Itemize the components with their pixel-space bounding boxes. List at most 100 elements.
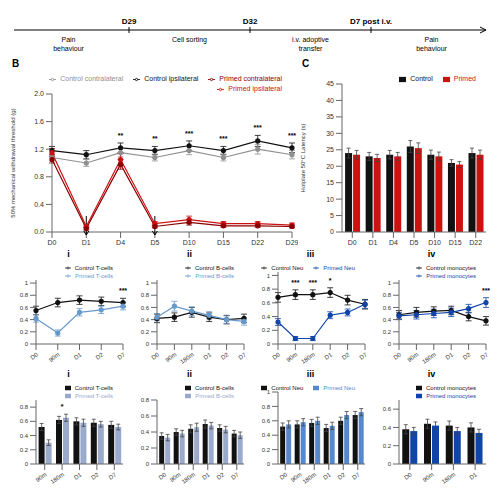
svg-text:D2: D2 — [95, 351, 105, 361]
svg-text:0.4: 0.4 — [262, 432, 271, 438]
svg-text:D5: D5 — [150, 239, 159, 246]
svg-text:D1: D1 — [323, 351, 333, 361]
svg-text:D1: D1 — [368, 239, 377, 246]
svg-text:10: 10 — [326, 196, 334, 203]
svg-text:D29: D29 — [286, 239, 298, 246]
svg-text:D4: D4 — [389, 239, 398, 246]
svg-text:D1: D1 — [202, 351, 212, 361]
svg-text:0.6: 0.6 — [262, 418, 271, 424]
svg-text:0: 0 — [25, 341, 29, 347]
svg-text:0.2: 0.2 — [20, 329, 29, 335]
svg-text:180m: 180m — [49, 471, 65, 485]
svg-text:D7: D7 — [230, 471, 240, 481]
svg-text:D2: D2 — [341, 351, 351, 361]
svg-text:D32: D32 — [243, 17, 258, 26]
svg-text:D1: D1 — [73, 471, 83, 481]
svg-text:D2: D2 — [462, 351, 472, 361]
svg-text:180m: 180m — [302, 471, 318, 485]
svg-text:***: *** — [185, 130, 193, 137]
svg-text:0.6: 0.6 — [262, 300, 271, 306]
svg-text:D0: D0 — [279, 471, 289, 481]
svg-text:0.6: 0.6 — [20, 305, 29, 311]
svg-text:i.v. adoptivetransfer: i.v. adoptivetransfer — [292, 36, 329, 52]
svg-text:D7: D7 — [237, 351, 247, 361]
svg-text:D1: D1 — [82, 239, 91, 246]
svg-text:D0: D0 — [348, 239, 357, 246]
svg-text:0.4: 0.4 — [383, 425, 392, 431]
svg-text:1: 1 — [388, 280, 392, 286]
svg-text:D7: D7 — [108, 471, 118, 481]
svg-text:15: 15 — [326, 179, 334, 186]
svg-text:0: 0 — [146, 341, 150, 347]
svg-text:Painbehaviour: Painbehaviour — [53, 36, 84, 52]
svg-text:0: 0 — [267, 461, 271, 467]
svg-text:0: 0 — [146, 461, 150, 467]
svg-text:90m: 90m — [35, 471, 48, 483]
svg-text:0.4: 0.4 — [20, 317, 29, 323]
svg-text:90m: 90m — [48, 351, 61, 363]
svg-text:0.2: 0.2 — [141, 445, 150, 451]
svg-text:D10: D10 — [183, 239, 196, 246]
svg-text:1.6: 1.6 — [34, 118, 44, 125]
svg-text:*: * — [61, 403, 64, 410]
svg-text:20: 20 — [326, 163, 334, 170]
svg-text:***: *** — [482, 287, 490, 294]
svg-text:90m: 90m — [164, 351, 177, 363]
svg-text:0.2: 0.2 — [141, 329, 150, 335]
svg-text:0.2: 0.2 — [262, 447, 271, 453]
svg-text:***: *** — [254, 124, 262, 131]
svg-text:D1: D1 — [201, 471, 211, 481]
svg-text:D4: D4 — [116, 239, 125, 246]
svg-text:D0: D0 — [29, 351, 39, 361]
svg-text:D0: D0 — [403, 471, 413, 481]
svg-text:0.6: 0.6 — [141, 413, 150, 419]
svg-text:D2: D2 — [90, 471, 100, 481]
svg-text:1: 1 — [267, 389, 271, 395]
svg-text:D7: D7 — [116, 351, 126, 361]
svg-text:1.2: 1.2 — [34, 146, 44, 153]
svg-text:D0: D0 — [158, 471, 168, 481]
svg-text:D15: D15 — [217, 239, 230, 246]
svg-text:1: 1 — [146, 280, 150, 286]
svg-text:D22: D22 — [469, 239, 482, 246]
svg-text:0.6: 0.6 — [20, 418, 29, 424]
svg-text:0.6: 0.6 — [383, 406, 392, 412]
svg-text:D1: D1 — [73, 351, 83, 361]
svg-text:D7: D7 — [358, 351, 368, 361]
svg-text:1: 1 — [25, 280, 29, 286]
svg-text:50% mechanical withdrawal thre: 50% mechanical withdrawal threshold (g) — [10, 108, 16, 217]
svg-text:D7: D7 — [479, 351, 489, 361]
svg-text:***: *** — [288, 132, 296, 139]
svg-text:D0: D0 — [271, 351, 281, 361]
svg-text:0: 0 — [330, 228, 334, 235]
svg-text:D1: D1 — [444, 351, 454, 361]
svg-text:90m: 90m — [169, 471, 182, 483]
svg-text:D5: D5 — [410, 239, 419, 246]
svg-text:0: 0 — [388, 341, 392, 347]
svg-text:Painbehaviour: Painbehaviour — [416, 36, 447, 52]
svg-text:**: ** — [118, 132, 124, 139]
svg-text:45: 45 — [326, 80, 334, 87]
svg-text:0.2: 0.2 — [262, 327, 271, 333]
svg-text:180m: 180m — [421, 351, 437, 365]
svg-text:40: 40 — [326, 97, 334, 104]
svg-text:**: ** — [152, 135, 158, 142]
svg-text:D0: D0 — [392, 351, 402, 361]
svg-text:D0: D0 — [150, 351, 160, 361]
svg-text:0.8: 0.8 — [141, 292, 150, 298]
svg-text:0: 0 — [267, 341, 271, 347]
svg-text:90m: 90m — [285, 351, 298, 363]
svg-text:180m: 180m — [181, 471, 197, 485]
svg-text:0.6: 0.6 — [141, 305, 150, 311]
svg-text:0.8: 0.8 — [262, 404, 271, 410]
svg-text:0.0: 0.0 — [34, 228, 44, 235]
svg-text:***: *** — [219, 135, 227, 142]
svg-text:5: 5 — [330, 212, 334, 219]
svg-text:0.4: 0.4 — [383, 317, 392, 323]
svg-text:D2: D2 — [220, 351, 230, 361]
svg-text:0.4: 0.4 — [141, 317, 150, 323]
svg-text:30: 30 — [326, 130, 334, 137]
svg-text:0.8: 0.8 — [141, 397, 150, 403]
svg-text:D2: D2 — [216, 471, 226, 481]
svg-text:D0: D0 — [48, 239, 57, 246]
